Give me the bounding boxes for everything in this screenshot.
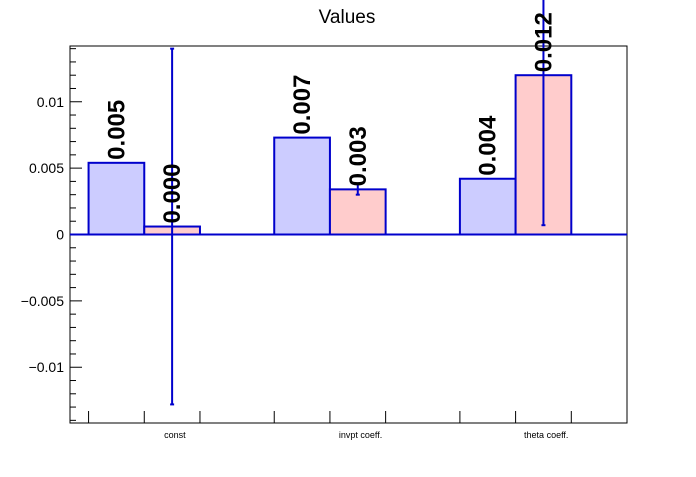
- y-tick-label: −0.01: [29, 359, 65, 375]
- x-tick-label: invpt coeff.: [339, 430, 382, 440]
- data-label: 0.007: [289, 75, 316, 135]
- x-tick-label: const: [164, 430, 186, 440]
- chart-title: Values: [319, 7, 376, 28]
- y-tick-label: 0: [56, 227, 64, 243]
- plot-area: −0.01 −0.005 0 0.005 0.01 const invpt coeff. th…: [21, 0, 628, 440]
- data-label: 0.004: [475, 115, 502, 176]
- bar: [273, 136, 331, 236]
- data-label: 0.005: [103, 100, 130, 160]
- bar: [328, 188, 387, 236]
- y-tick-label: −0.005: [21, 293, 64, 309]
- data-label: 0.012: [530, 12, 557, 72]
- x-tick-label: theta coeff.: [524, 430, 568, 440]
- bar: [458, 177, 517, 236]
- data-label: 0.003: [345, 126, 372, 186]
- bar: [87, 161, 146, 236]
- data-label: 0.000: [159, 163, 186, 223]
- y-tick-label: 0.005: [29, 160, 64, 176]
- y-tick-label: 0.01: [37, 94, 64, 110]
